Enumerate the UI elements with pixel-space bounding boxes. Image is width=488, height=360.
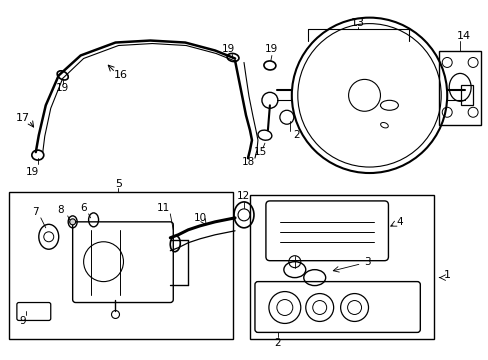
Bar <box>9 192 233 339</box>
Text: 10: 10 <box>193 213 206 223</box>
Bar <box>460 85 472 105</box>
Text: 9: 9 <box>20 316 26 327</box>
Text: 7: 7 <box>32 207 39 217</box>
Text: 2: 2 <box>274 338 281 348</box>
Text: 15: 15 <box>253 147 266 157</box>
Text: 17: 17 <box>16 113 30 123</box>
Text: 19: 19 <box>56 84 69 93</box>
Bar <box>438 50 480 125</box>
Text: 14: 14 <box>456 31 470 41</box>
Text: 13: 13 <box>350 18 364 28</box>
Text: 16: 16 <box>113 71 127 80</box>
Text: 6: 6 <box>80 203 87 213</box>
Text: 19: 19 <box>264 44 278 54</box>
Text: 2: 2 <box>293 130 300 140</box>
Text: 19: 19 <box>26 167 40 177</box>
Text: 8: 8 <box>57 205 64 215</box>
Text: 5: 5 <box>115 179 122 189</box>
Text: 11: 11 <box>156 203 170 213</box>
Text: 3: 3 <box>364 257 370 267</box>
Text: 19: 19 <box>221 44 234 54</box>
Text: 18: 18 <box>241 157 254 167</box>
Bar <box>249 195 433 339</box>
Text: 1: 1 <box>443 270 450 280</box>
Text: 12: 12 <box>236 191 249 201</box>
Text: 4: 4 <box>395 217 402 227</box>
Circle shape <box>69 219 76 225</box>
